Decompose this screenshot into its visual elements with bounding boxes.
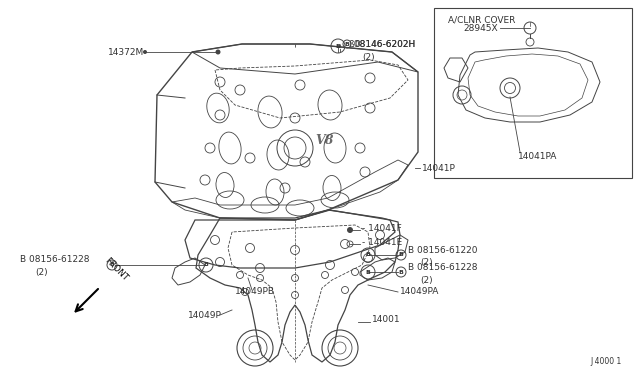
Text: B: B: [365, 269, 371, 275]
Text: (2): (2): [420, 257, 433, 266]
Text: 14049P: 14049P: [188, 311, 222, 320]
Text: (2): (2): [420, 276, 433, 285]
Text: B: B: [344, 42, 349, 46]
Text: B: B: [365, 253, 371, 257]
Text: B: B: [335, 44, 340, 48]
Text: ß08146-6202H: ß08146-6202H: [348, 39, 415, 48]
Text: (2): (2): [362, 52, 374, 61]
Circle shape: [347, 227, 353, 233]
Text: V8: V8: [316, 134, 334, 147]
Text: A/CLNR COVER: A/CLNR COVER: [448, 16, 515, 25]
Text: B: B: [109, 263, 115, 267]
Text: (2): (2): [35, 269, 47, 278]
Bar: [434, 8, 632, 178]
Text: B 08156-61220: B 08156-61220: [408, 246, 477, 254]
Text: B: B: [399, 253, 403, 257]
Circle shape: [216, 49, 221, 55]
Text: 28945X: 28945X: [463, 23, 498, 32]
Text: FRONT: FRONT: [103, 256, 130, 283]
Text: J 4000 1: J 4000 1: [590, 357, 621, 366]
Text: 14041PA: 14041PA: [518, 151, 557, 160]
Text: 14049PA: 14049PA: [400, 288, 440, 296]
Text: B: B: [399, 269, 403, 275]
Text: 14041P: 14041P: [422, 164, 456, 173]
Text: 14049PB: 14049PB: [235, 288, 275, 296]
Text: B 08156-61228: B 08156-61228: [20, 256, 90, 264]
Text: 14372M: 14372M: [108, 48, 144, 57]
Text: B 08156-61228: B 08156-61228: [408, 263, 477, 273]
Text: - 14041F: - 14041F: [362, 224, 402, 232]
Text: B: B: [204, 263, 209, 267]
Text: 08146-6202H: 08146-6202H: [354, 39, 415, 48]
Circle shape: [143, 50, 147, 54]
Text: - 14041E: - 14041E: [362, 237, 403, 247]
Text: 14001: 14001: [372, 315, 401, 324]
